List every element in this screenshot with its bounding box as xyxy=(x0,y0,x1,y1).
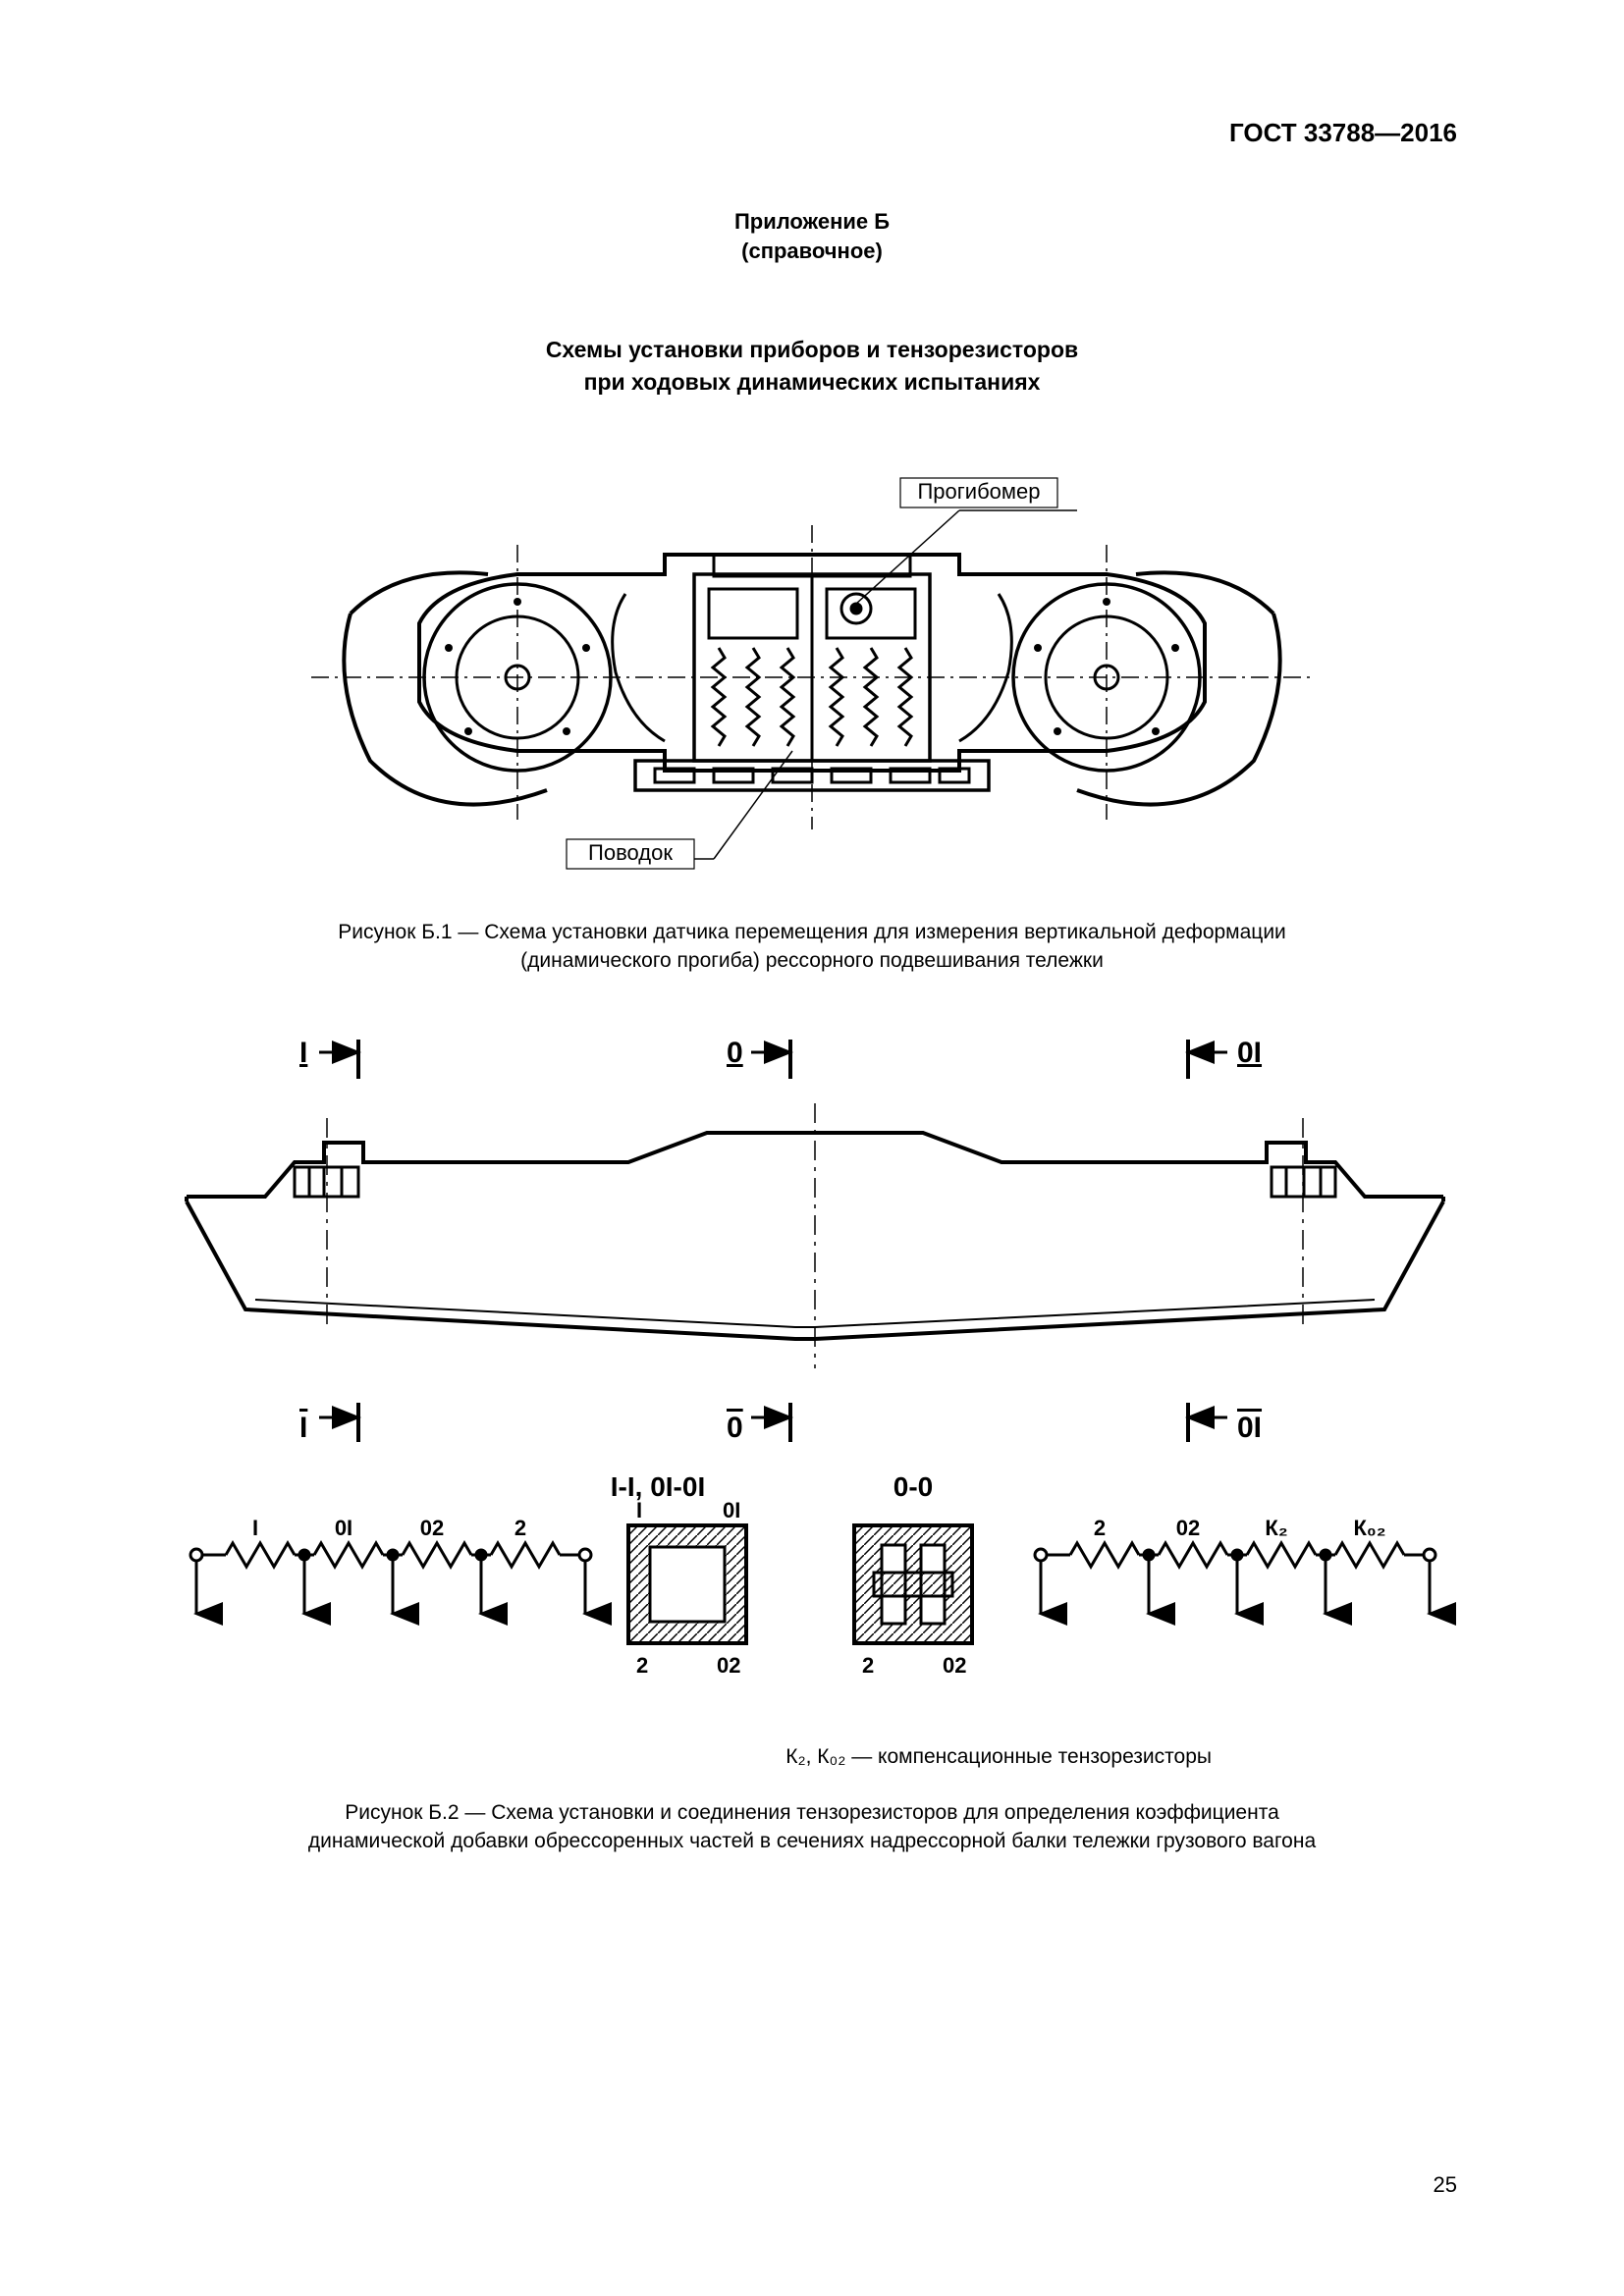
res-r-0: 2 xyxy=(1094,1516,1106,1540)
section-title: Схемы установки приборов и тензорезистор… xyxy=(167,334,1457,397)
res-l-3: 2 xyxy=(514,1516,526,1540)
cs1-bl: 2 xyxy=(636,1653,648,1678)
sec-mark-0I-top: 0I xyxy=(1237,1037,1262,1069)
fig1-label-top: Прогибомер xyxy=(917,479,1040,504)
res-r-3: К₀₂ xyxy=(1353,1516,1385,1540)
figure1-caption: Рисунок Б.1 — Схема установки датчика пе… xyxy=(167,918,1457,976)
figure-b1-svg: Прогибомер Поводок xyxy=(292,456,1332,888)
figure-b2-svg: I 0 0I xyxy=(167,1025,1463,1732)
appendix-line2: (справочное) xyxy=(741,239,883,263)
figure2-caption: Рисунок Б.2 — Схема установки и соединен… xyxy=(167,1798,1457,1856)
cs1-br: 02 xyxy=(717,1653,740,1678)
res-l-2: 02 xyxy=(420,1516,444,1540)
fig1-label-bottom: Поводок xyxy=(588,840,673,865)
sec-mark-0-bot: 0 xyxy=(727,1412,743,1444)
appendix-line1: Приложение Б xyxy=(734,209,890,234)
res-r-1: 02 xyxy=(1176,1516,1200,1540)
section-title-line1: Схемы установки приборов и тензорезистор… xyxy=(546,337,1078,362)
cs1-tl: I xyxy=(636,1498,642,1522)
res-l-0: I xyxy=(252,1516,258,1540)
document-page: ГОСТ 33788—2016 Приложение Б (справочное… xyxy=(0,0,1624,2296)
page-number: 25 xyxy=(1434,2172,1457,2198)
fig1-caption-line1: Рисунок Б.1 — Схема установки датчика пе… xyxy=(338,921,1286,943)
fig2-caption-line1: Рисунок Б.2 — Схема установки и соединен… xyxy=(345,1801,1279,1824)
res-l-1: 0I xyxy=(335,1516,352,1540)
document-code: ГОСТ 33788—2016 xyxy=(167,118,1457,148)
sec-mark-I-top: I xyxy=(299,1037,307,1069)
fig1-caption-line2: (динамического прогиба) рессорного подве… xyxy=(520,949,1104,972)
fig2-caption-line2: динамической добавки обрессоренных часте… xyxy=(308,1830,1316,1852)
section-title-line2: при ходовых динамических испытаниях xyxy=(584,369,1041,395)
res-r-2: К₂ xyxy=(1265,1516,1287,1540)
figure2-legend: К₂, К₀₂ — компенсационные тензорезисторы xyxy=(167,1745,1457,1769)
cs2-br: 02 xyxy=(943,1653,966,1678)
sec-mark-0I-bot: 0I xyxy=(1237,1412,1262,1444)
sec-mark-I-bot: I xyxy=(299,1412,307,1444)
cross-section-label-2: 0-0 xyxy=(893,1471,933,1502)
cs2-bl: 2 xyxy=(862,1653,874,1678)
cs1-tr: 0I xyxy=(723,1498,740,1522)
appendix-title: Приложение Б (справочное) xyxy=(167,207,1457,265)
cross-section-label-1: I-I, 0I-0I xyxy=(611,1471,705,1502)
sec-mark-0-top: 0 xyxy=(727,1037,743,1069)
